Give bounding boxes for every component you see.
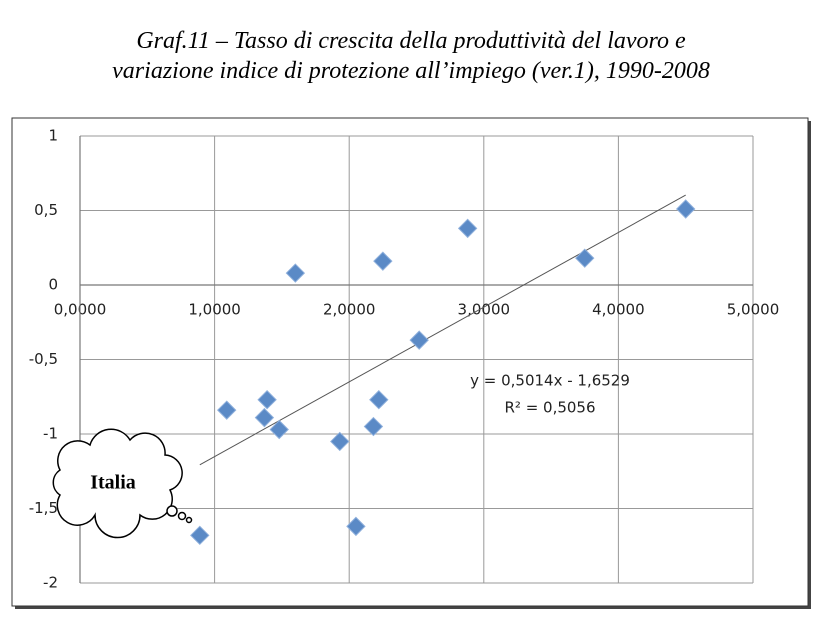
bubble-dot [166, 505, 178, 517]
y-tick-label: -0,5 [29, 350, 58, 368]
point [409, 330, 429, 350]
trendline-equation: y = 0,5014x - 1,6529 [470, 372, 630, 390]
point [330, 431, 350, 452]
y-tick-label: -2 [43, 574, 58, 592]
chart-frame [11, 117, 809, 607]
trendline-r2: R² = 0,5056 [504, 399, 595, 417]
point [254, 407, 275, 428]
point [346, 516, 366, 537]
bubble-dot [177, 511, 187, 521]
chart-title: Graf.11 – Tasso di crescita della produt… [136, 28, 686, 54]
y-tick-label: 1 [48, 127, 58, 145]
annotation: Italia [90, 472, 136, 494]
y-tick-label: -1,5 [29, 499, 58, 517]
thought-bubble [52, 428, 183, 539]
trendline [199, 194, 686, 466]
point [190, 525, 210, 546]
bubble-dot [185, 516, 193, 524]
plot-area: 10,50-0,5-1-1,5-20,0000 1,0000 2,0000 3,000… [29, 127, 780, 592]
point [363, 416, 384, 437]
point [675, 199, 696, 219]
x-tick-label: 4,0000 [592, 301, 645, 319]
x-tick-label: 1,0000 [188, 301, 241, 319]
y-tick-label: 0 [48, 276, 58, 294]
x-tick-label: 2,0000 [323, 301, 376, 319]
chart-title: variazione indice di protezione all’impi… [112, 58, 710, 84]
point [575, 248, 595, 268]
y-tick-label: -1 [43, 425, 58, 443]
point [373, 251, 393, 271]
x-tick-label: 3,0000 [458, 301, 511, 319]
point [269, 419, 289, 440]
point [285, 263, 306, 283]
point [217, 400, 237, 420]
point [369, 390, 389, 410]
point [457, 218, 478, 239]
point [257, 390, 277, 410]
x-tick-label: 5,0000 [727, 301, 780, 319]
y-tick-label: 0,5 [34, 201, 58, 219]
